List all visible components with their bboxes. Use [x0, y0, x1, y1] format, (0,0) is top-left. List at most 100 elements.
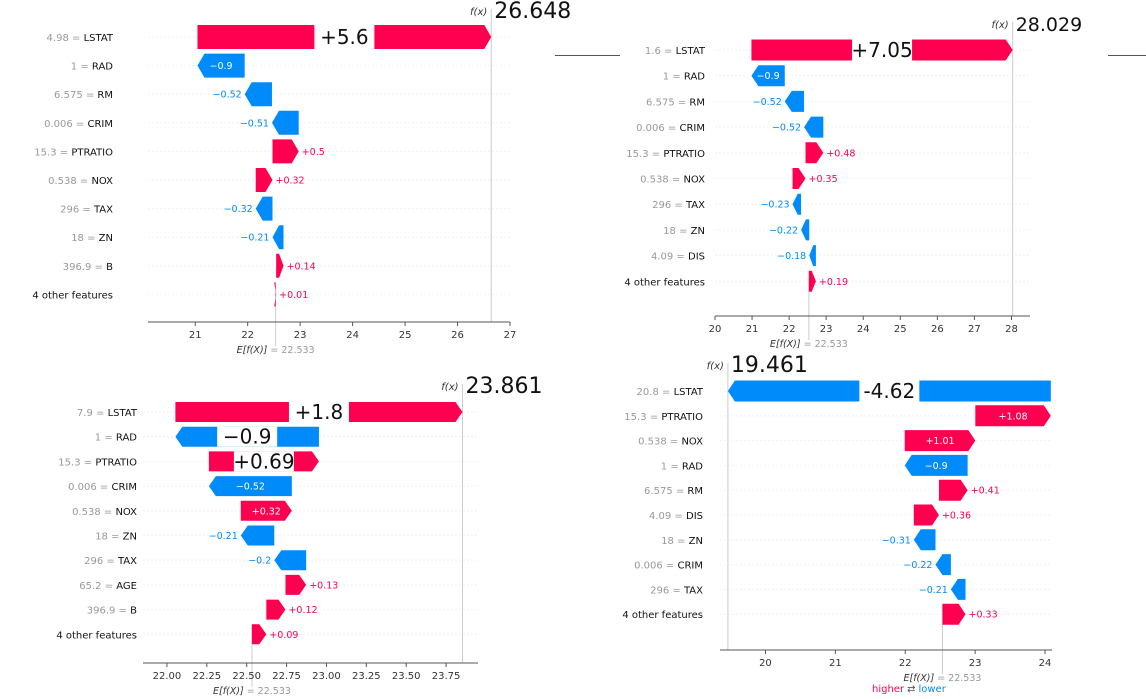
value-label: −0.9 [757, 71, 780, 82]
value-label-bg [217, 426, 278, 447]
feature-value: 15.3 = [58, 457, 95, 468]
value-label: +0.41 [971, 486, 1000, 497]
value-label: +1.8 [295, 400, 344, 424]
value-label: −0.31 [882, 535, 911, 546]
value-label: +0.69 [233, 449, 294, 473]
x-tick-label: 23 [820, 324, 833, 335]
feature-value: 396.9 = [87, 606, 130, 617]
feature-name: B [130, 606, 137, 617]
feature-label: 1 = RAD [95, 433, 137, 444]
expected-value-number: = 22.533 [804, 339, 848, 350]
legend-higher: higher [872, 684, 905, 695]
feature-value: 296 = [84, 556, 118, 567]
feature-value: 18 = [71, 233, 98, 244]
value-label: −0.9 [210, 61, 233, 72]
feature-name: RAD [684, 72, 705, 83]
x-tick-label: 27 [504, 330, 517, 341]
waterfall-bar [272, 225, 284, 250]
feature-label: 65.2 = AGE [79, 581, 137, 592]
feature-name: DIS [688, 252, 705, 263]
waterfall-bar [792, 193, 802, 215]
value-label-bg [859, 380, 920, 402]
feature-value: 0.006 = [636, 123, 679, 134]
value-label: −0.23 [760, 200, 789, 211]
waterfall-bar [938, 479, 968, 501]
x-tick-label: 24 [1039, 658, 1052, 669]
feature-value: 15.3 = [624, 412, 661, 423]
legend-arrows-icon: ⇄ [907, 684, 916, 695]
value-label: −0.32 [224, 204, 253, 215]
fx-label: f(x) [991, 20, 1008, 31]
value-label-bg [288, 402, 349, 422]
waterfall-bar [904, 430, 976, 452]
x-tick-label: 22.75 [272, 671, 301, 682]
feature-name: CRIM [679, 123, 705, 134]
value-label: −0.51 [240, 118, 269, 129]
feature-label: 0.006 = CRIM [636, 123, 705, 134]
feature-label: 4 other features [32, 290, 113, 301]
feature-value: 1 = [663, 72, 684, 83]
expected-value-label: E[f(X)] [213, 686, 247, 697]
feature-label: 396.9 = B [63, 262, 113, 273]
value-label: +0.35 [809, 174, 838, 185]
feature-label: 0.538 = NOX [640, 175, 705, 186]
waterfall-bar [244, 82, 272, 107]
value-label-bg [314, 25, 375, 49]
waterfall-bar [240, 500, 292, 521]
feature-label: 6.575 = RM [644, 486, 703, 497]
waterfall-bar [240, 525, 275, 546]
waterfall-chart-1: f(x) 26.648 4.98 = LSTAT +5.6 1 = RAD −0.9 6.5… [32, 0, 571, 356]
feature-value: 15.3 = [34, 147, 71, 158]
feature-name: TAX [93, 205, 113, 216]
feature-name: LSTAT [108, 408, 138, 419]
x-tick-label: 23.25 [352, 671, 381, 682]
feature-value: 396.9 = [63, 262, 106, 273]
x-tick-label: 24 [857, 324, 870, 335]
waterfall-bar [285, 574, 307, 595]
feature-value: 7.9 = [77, 408, 108, 419]
feature-label: 1 = RAD [661, 461, 703, 472]
waterfall-bar [197, 53, 245, 78]
feature-value: 4.09 = [649, 511, 686, 522]
feature-label: 0.538 = NOX [72, 507, 137, 518]
feature-name: NOX [115, 507, 137, 518]
waterfall-bar [808, 270, 816, 292]
x-tick-label: 21 [746, 324, 759, 335]
feature-value: 1.6 = [645, 46, 676, 57]
waterfall-bar [751, 65, 785, 87]
fx-label: f(x) [707, 361, 724, 372]
feature-label: 4.09 = DIS [651, 252, 705, 263]
feature-value: 20.8 = [637, 387, 674, 398]
feature-name: ZN [689, 536, 703, 547]
feature-label: 6.575 = RM [54, 90, 113, 101]
value-label: +0.5 [302, 147, 325, 158]
feature-name: TAX [117, 556, 137, 567]
x-tick-label: 22 [899, 658, 912, 669]
value-label: −0.21 [209, 531, 238, 542]
fx-value: 26.648 [494, 0, 571, 24]
x-tick-label: 22.50 [232, 671, 261, 682]
waterfall-chart-2: f(x) 28.029 1.6 = LSTAT +7.05 1 = RAD −0.9 6.5… [624, 14, 1082, 350]
feature-value: 0.006 = [634, 561, 677, 572]
waterfall-bar [266, 599, 286, 620]
x-tick-label: 23 [294, 330, 307, 341]
fx-label: f(x) [441, 382, 458, 393]
feature-label: 0.006 = CRIM [68, 482, 137, 493]
fx-label: f(x) [470, 7, 487, 18]
feature-value: 0.538 = [640, 175, 683, 186]
waterfall-bar [251, 624, 267, 645]
feature-label: 296 = TAX [60, 205, 113, 216]
feature-label: 396.9 = B [87, 606, 137, 617]
feature-value: 296 = [60, 205, 94, 216]
feature-label: 0.538 = NOX [48, 176, 113, 187]
feature-name: RM [687, 486, 703, 497]
feature-value: 6.575 = [646, 97, 689, 108]
value-label: −0.52 [753, 97, 782, 108]
feature-name: ZN [99, 233, 113, 244]
feature-name: CRIM [87, 119, 113, 130]
value-label: +0.01 [279, 290, 308, 301]
x-tick-label: 24 [346, 330, 359, 341]
feature-name: DIS [686, 511, 703, 522]
feature-value: 6.575 = [54, 90, 97, 101]
feature-value: 0.538 = [48, 176, 91, 187]
